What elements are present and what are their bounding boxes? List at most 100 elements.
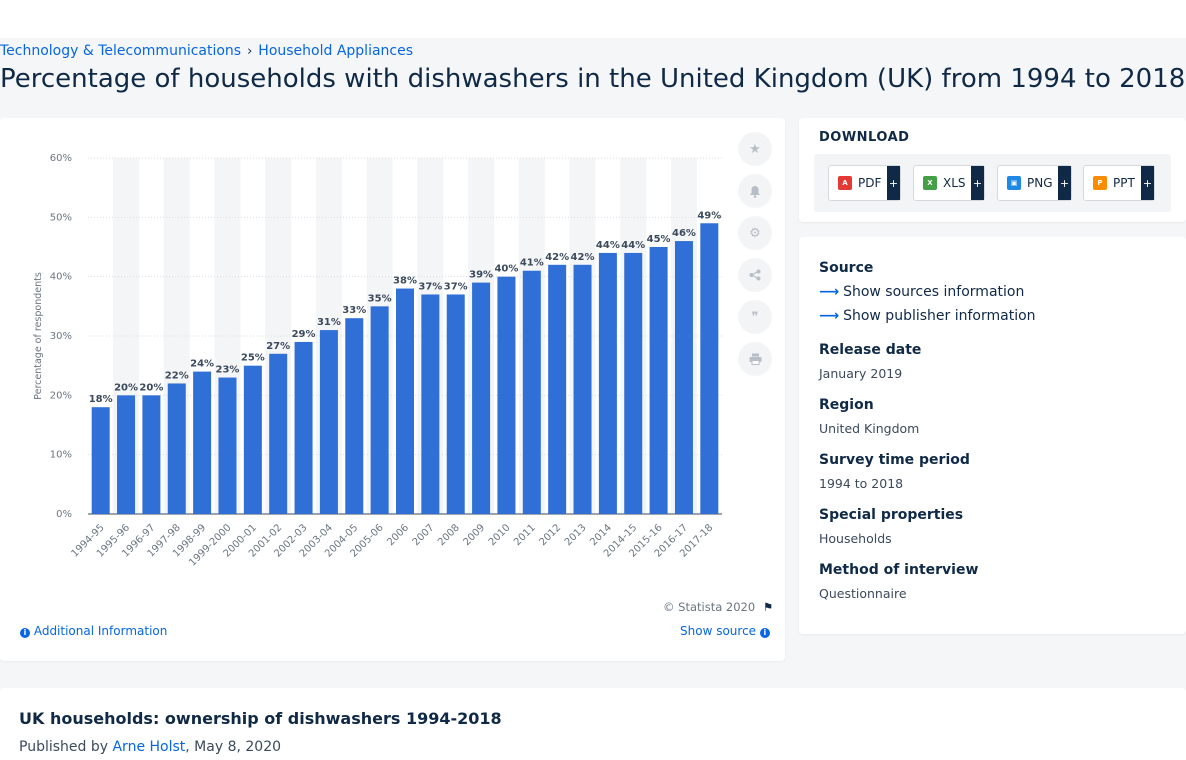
arrow-right-icon: ⟶ — [819, 308, 840, 324]
bell-icon[interactable] — [738, 174, 772, 208]
region-heading: Region — [819, 397, 874, 413]
chart-bar — [218, 377, 237, 514]
publish-date: , May 8, 2020 — [185, 739, 282, 755]
bar-value-label: 25% — [241, 353, 265, 364]
y-axis-title: Percentage of respondents — [33, 272, 44, 400]
pdf-label: PDF — [858, 176, 882, 190]
show-sources-link[interactable]: ⟶ Show sources information — [819, 284, 1024, 300]
article-card — [0, 688, 1186, 760]
breadcrumb-separator: › — [247, 44, 253, 59]
y-tick-label: 10% — [50, 450, 72, 461]
share-icon[interactable] — [738, 258, 772, 292]
breadcrumb: Technology & Telecommunications › Househol… — [0, 43, 413, 59]
chart-bar — [573, 264, 592, 514]
bar-value-label: 38% — [393, 276, 417, 287]
xls-file-icon: X — [923, 176, 937, 190]
print-icon[interactable] — [738, 342, 772, 376]
bar-value-label: 49% — [697, 210, 721, 221]
chart-bar — [700, 223, 719, 514]
breadcrumb-household-appliances[interactable]: Household Appliances — [258, 43, 414, 59]
pdf-plus-icon[interactable]: + — [887, 166, 900, 200]
bar-chart: 0% 10% 20% 30% 40% 50% 60% Percentage of respon… — [33, 153, 722, 569]
star-icon[interactable]: ★ — [738, 132, 772, 166]
x-tick-label: 2009 — [461, 522, 487, 548]
show-source-link[interactable]: Show source i — [680, 624, 770, 638]
x-tick-label: 2007 — [411, 522, 437, 548]
png-plus-icon[interactable]: + — [1058, 166, 1071, 200]
x-tick-label: 2006 — [385, 522, 411, 548]
download-png-button[interactable]: ▣ PNG + — [997, 165, 1072, 201]
y-tick-label: 20% — [50, 390, 72, 401]
x-tick-label: 2013 — [563, 522, 589, 548]
x-tick-label: 2010 — [487, 522, 513, 548]
bar-value-label: 46% — [672, 228, 696, 239]
special-properties-heading: Special properties — [819, 507, 964, 523]
additional-information-link[interactable]: i Additional Information — [20, 624, 167, 638]
y-tick-label: 40% — [50, 272, 72, 283]
survey-period-heading: Survey time period — [819, 452, 970, 468]
y-tick-label: 30% — [50, 331, 72, 342]
page-title: Percentage of households with dishwasher… — [0, 64, 1186, 94]
method-heading: Method of interview — [819, 562, 979, 578]
chart-bar — [649, 247, 668, 514]
chart-bar — [269, 353, 288, 514]
bar-value-label: 41% — [520, 258, 544, 269]
bar-value-label: 40% — [494, 264, 518, 275]
flag-icon[interactable]: ⚑ — [762, 600, 774, 614]
chart-bar — [345, 318, 364, 514]
metadata-card — [799, 237, 1186, 634]
chart-bar — [522, 270, 541, 514]
chart-bar — [91, 407, 110, 514]
quote-icon[interactable]: ❞ — [738, 300, 772, 334]
y-tick-label: 60% — [50, 153, 72, 164]
breadcrumb-technology[interactable]: Technology & Telecommunications — [0, 43, 242, 59]
method-value: Questionnaire — [819, 586, 907, 601]
y-tick-label: 0% — [56, 509, 72, 520]
bar-value-label: 39% — [469, 270, 493, 281]
xls-plus-icon[interactable]: + — [971, 166, 984, 200]
additional-information-label: Additional Information — [33, 624, 168, 638]
chart-bar — [421, 294, 440, 514]
download-heading: DOWNLOAD — [819, 130, 910, 145]
xls-label: XLS — [943, 176, 966, 190]
bar-value-label: 24% — [190, 359, 214, 370]
png-label: PNG — [1027, 176, 1053, 190]
x-tick-label: 2012 — [538, 522, 564, 548]
release-date-heading: Release date — [819, 342, 922, 358]
bar-value-label: 45% — [647, 234, 671, 245]
special-properties-value: Households — [819, 531, 892, 546]
x-tick-label: 2008 — [436, 522, 462, 548]
chart-bar — [598, 252, 617, 514]
bar-value-label: 42% — [545, 252, 569, 263]
chart-bar — [319, 330, 338, 514]
show-publisher-link[interactable]: ⟶ Show publisher information — [819, 308, 1036, 324]
chart-bar — [674, 241, 693, 515]
arrow-right-icon: ⟶ — [819, 284, 840, 300]
y-tick-label: 50% — [50, 212, 72, 223]
bar-value-label: 18% — [89, 394, 113, 405]
article-title: UK households: ownership of dishwashers … — [19, 709, 502, 728]
bar-value-label: 29% — [292, 329, 316, 340]
published-prefix: Published by — [19, 739, 109, 755]
chart-bar — [243, 365, 262, 514]
chart-bar — [117, 395, 136, 514]
download-ppt-button[interactable]: P PPT + — [1083, 165, 1155, 201]
png-file-icon: ▣ — [1007, 176, 1021, 190]
chart-bar — [370, 306, 389, 514]
download-pdf-button[interactable]: A PDF + — [828, 165, 901, 201]
chart-bar — [472, 282, 491, 514]
gear-icon[interactable]: ⚙ — [738, 216, 772, 250]
author-link[interactable]: Arne Holst — [112, 739, 186, 755]
ppt-plus-icon[interactable]: + — [1141, 166, 1154, 200]
chart-bar — [497, 276, 516, 514]
top-bar — [0, 0, 1186, 38]
bar-value-label: 31% — [317, 317, 341, 328]
show-sources-label: Show sources information — [843, 284, 1025, 300]
chart-copyright: © Statista 2020 ⚑ — [663, 600, 773, 614]
source-heading: Source — [819, 260, 874, 276]
copyright-text: © Statista 2020 — [663, 600, 756, 614]
ppt-file-icon: P — [1093, 176, 1107, 190]
chart-bar — [446, 294, 465, 514]
download-xls-button[interactable]: X XLS + — [913, 165, 985, 201]
survey-period-value: 1994 to 2018 — [819, 476, 904, 491]
